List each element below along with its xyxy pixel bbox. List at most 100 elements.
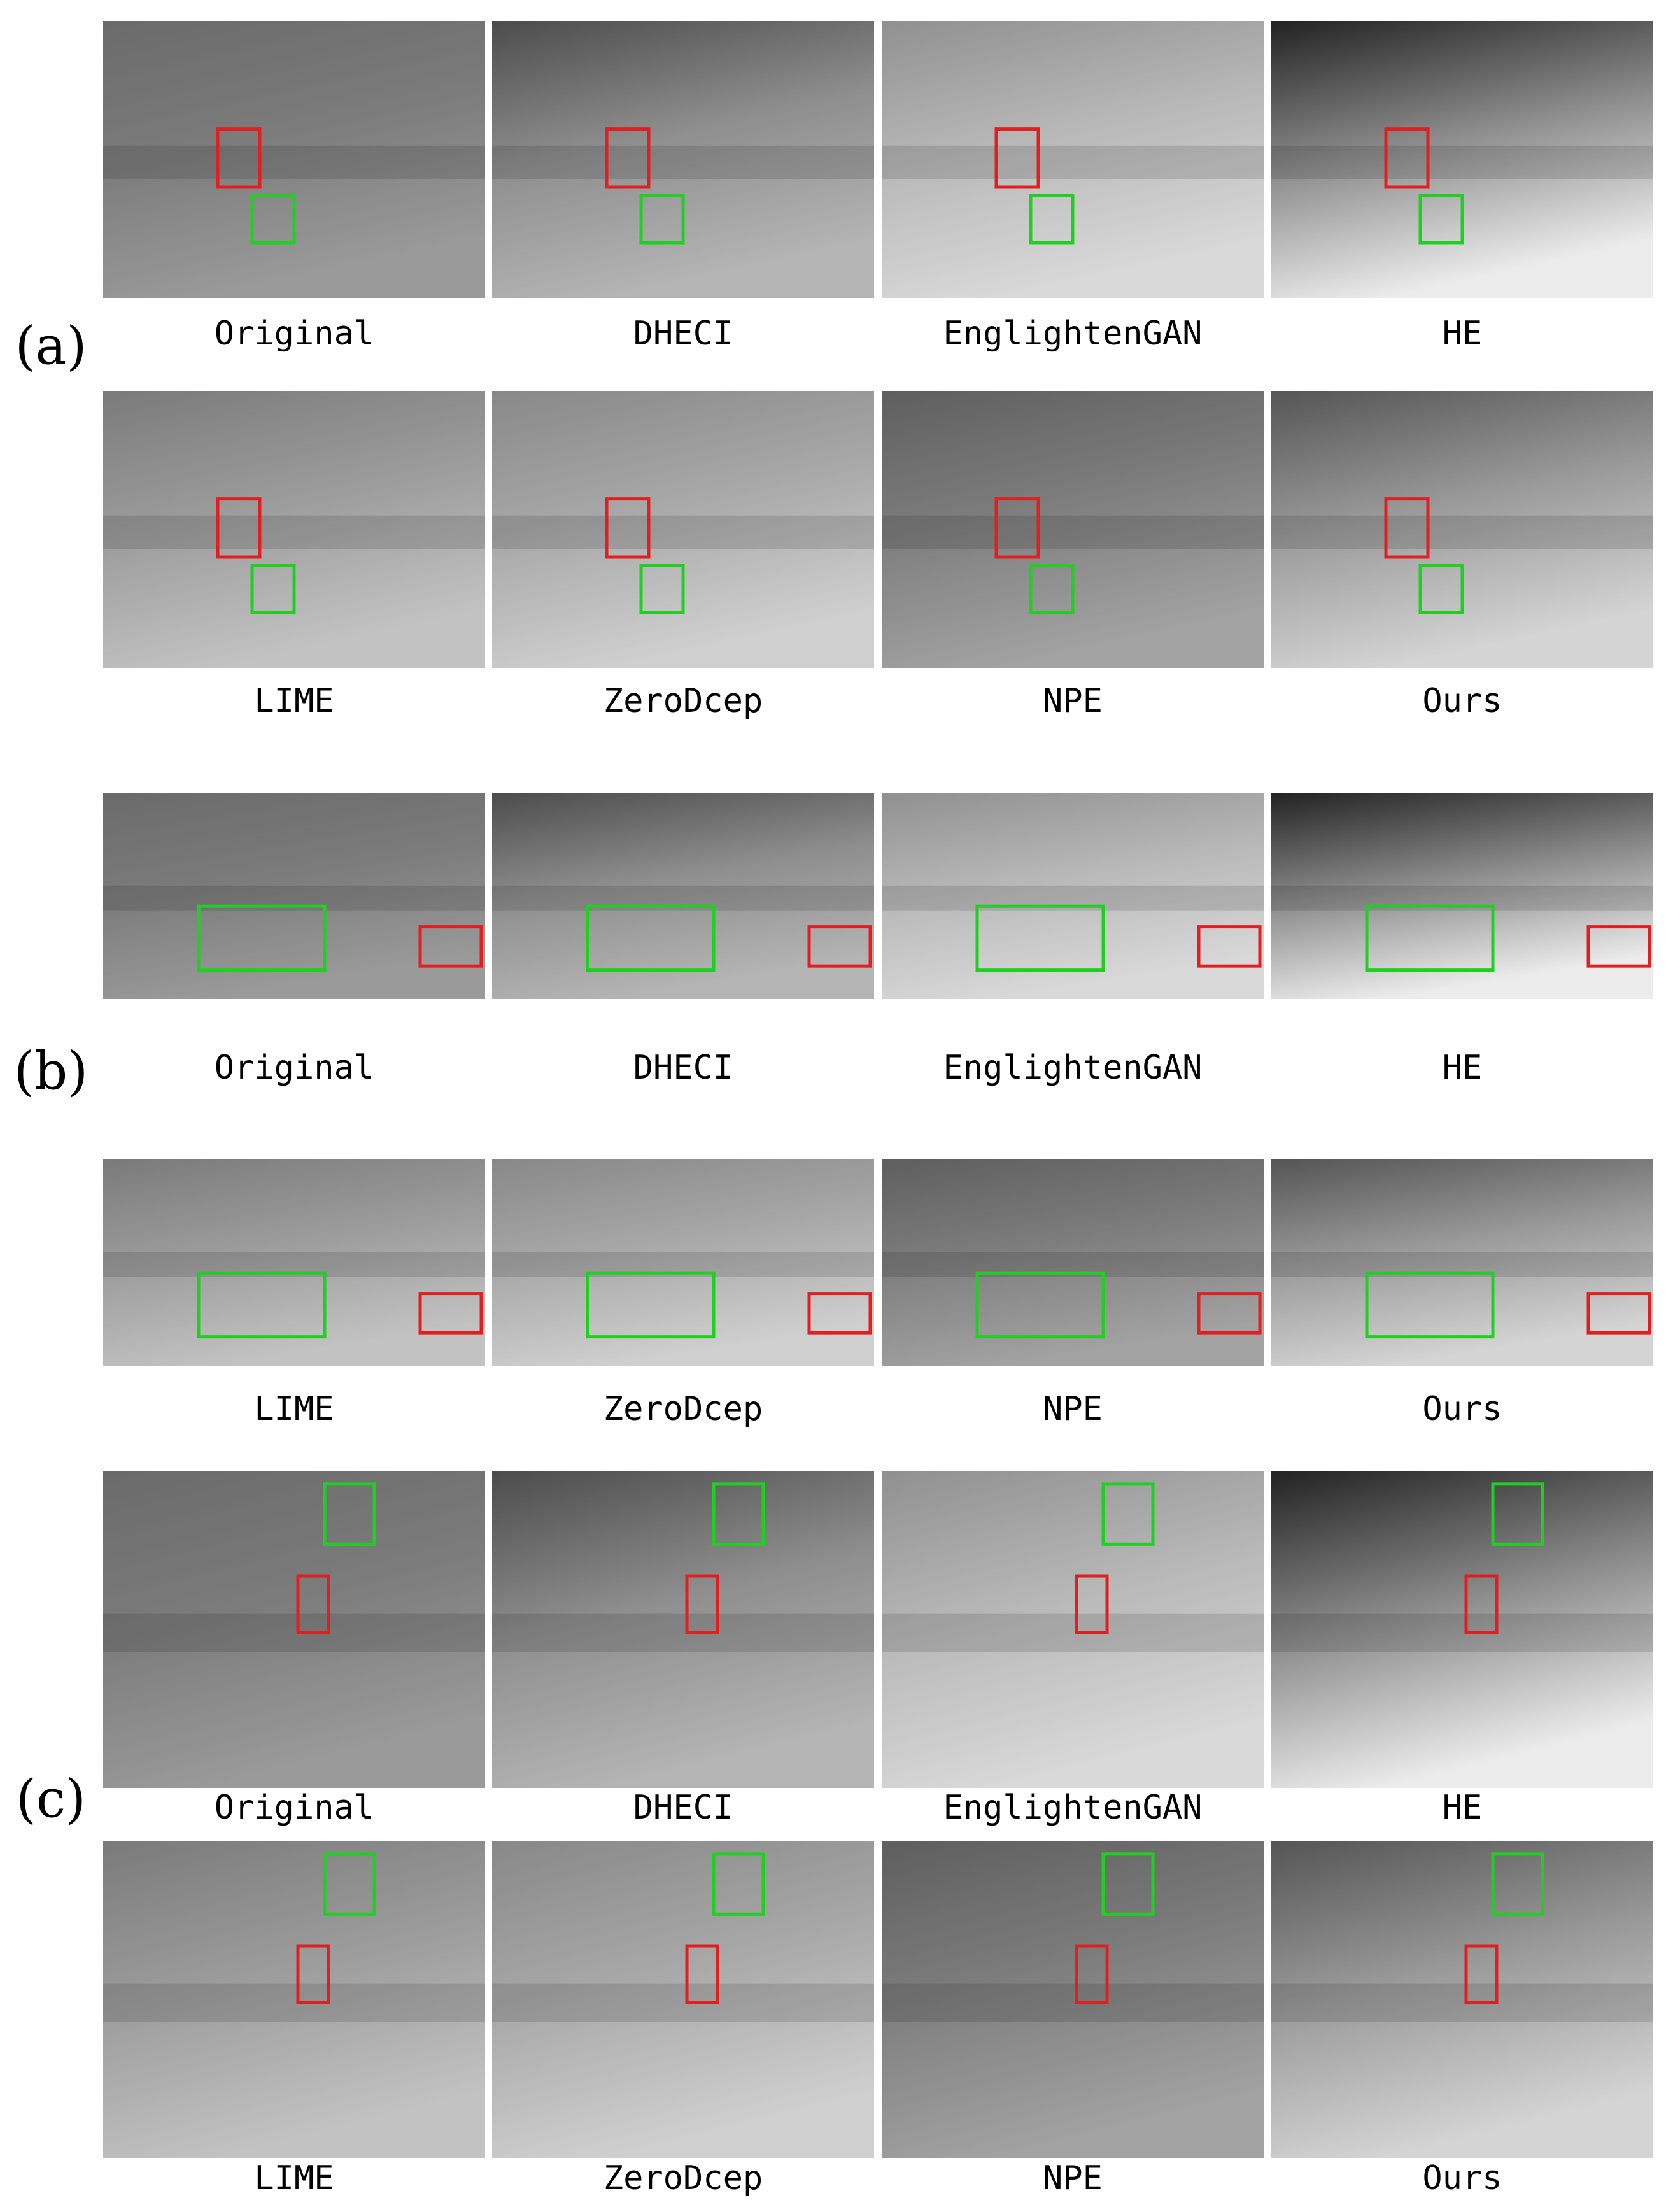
highlight-box <box>1101 1482 1155 1546</box>
image-panel <box>882 1841 1264 2158</box>
highlight-box <box>639 194 685 245</box>
highlight-box <box>1197 1292 1262 1335</box>
panel-caption: DHECI <box>633 1789 733 1827</box>
highlight-box <box>1101 1852 1155 1916</box>
highlight-box <box>586 904 716 972</box>
image-panel <box>1271 21 1653 298</box>
highlight-box <box>712 1852 765 1916</box>
highlight-box <box>1384 497 1430 559</box>
image-panel <box>882 21 1264 298</box>
panel-caption: HE <box>1443 1789 1483 1827</box>
image-panel <box>492 21 874 298</box>
highlight-box <box>197 1271 327 1339</box>
panel-caption: ZeroDcep <box>604 2159 763 2197</box>
panel-caption: HE <box>1443 1049 1483 1087</box>
highlight-box <box>250 194 296 245</box>
panel-caption: HE <box>1443 315 1483 353</box>
panel-caption: NPE <box>1043 2159 1103 2197</box>
panel-caption: Ours <box>1422 1390 1502 1428</box>
highlight-box <box>605 127 651 189</box>
panel-caption: EnglightenGAN <box>943 315 1203 353</box>
image-panel <box>103 1841 485 2158</box>
highlight-box <box>712 1482 765 1546</box>
highlight-box <box>1418 194 1464 245</box>
highlight-box <box>1075 1574 1109 1634</box>
highlight-box <box>250 564 296 614</box>
panel-caption: Original <box>215 315 374 353</box>
image-panel <box>882 391 1264 668</box>
highlight-box <box>1029 194 1075 245</box>
highlight-box <box>323 1482 376 1546</box>
image-texture <box>103 1613 485 1652</box>
panel-caption: ZeroDcep <box>604 682 763 720</box>
highlight-box <box>605 497 651 559</box>
image-panel <box>103 1471 485 1788</box>
highlight-box <box>296 1574 330 1634</box>
image-panel <box>492 1841 874 2158</box>
highlight-box <box>1491 1482 1544 1546</box>
highlight-box <box>418 1292 483 1335</box>
highlight-box <box>1491 1852 1544 1916</box>
group-label: (b) <box>14 1042 88 1102</box>
highlight-box <box>685 1574 719 1634</box>
highlight-box <box>323 1852 376 1916</box>
highlight-box <box>216 127 262 189</box>
image-texture <box>1271 1613 1653 1652</box>
highlight-box <box>975 904 1105 972</box>
highlight-box <box>1464 1944 1499 2004</box>
image-panel <box>882 1471 1264 1788</box>
highlight-box <box>296 1944 330 2004</box>
image-texture <box>882 1613 1264 1652</box>
panel-caption: ZeroDcep <box>604 1390 763 1428</box>
highlight-box <box>994 127 1040 189</box>
image-texture <box>1271 1983 1653 2022</box>
panel-caption: Original <box>215 1789 374 1827</box>
highlight-box <box>418 925 483 968</box>
group-label: (a) <box>15 316 87 377</box>
image-texture <box>882 515 1264 549</box>
highlight-box <box>1418 564 1464 614</box>
image-texture <box>882 145 1264 179</box>
highlight-box <box>975 1271 1105 1339</box>
image-panel <box>1271 1841 1653 2158</box>
image-texture <box>882 1983 1264 2022</box>
panel-caption: NPE <box>1043 682 1103 720</box>
image-texture <box>103 515 485 549</box>
highlight-box <box>1384 127 1430 189</box>
panel-caption: LIME <box>254 682 334 720</box>
image-texture <box>492 1983 874 2022</box>
highlight-box <box>1029 564 1075 614</box>
panel-caption: EnglightenGAN <box>943 1789 1203 1827</box>
highlight-box <box>1586 925 1651 968</box>
panel-caption: Ours <box>1422 682 1502 720</box>
panel-caption: Original <box>215 1049 374 1087</box>
image-panel <box>492 391 874 668</box>
image-panel <box>1271 391 1653 668</box>
image-panel <box>103 391 485 668</box>
highlight-box <box>807 925 872 968</box>
panel-caption: NPE <box>1043 1390 1103 1428</box>
panel-caption: LIME <box>254 2159 334 2197</box>
image-panel <box>492 1471 874 1788</box>
highlight-box <box>197 904 327 972</box>
highlight-box <box>1197 925 1262 968</box>
highlight-box <box>1464 1574 1499 1634</box>
panel-caption: Ours <box>1422 2159 1502 2197</box>
highlight-box <box>685 1944 719 2004</box>
highlight-box <box>1075 1944 1109 2004</box>
image-texture <box>492 145 874 179</box>
highlight-box <box>994 497 1040 559</box>
panel-caption: DHECI <box>633 1049 733 1087</box>
image-texture <box>1271 515 1653 549</box>
panel-caption: DHECI <box>633 315 733 353</box>
image-texture <box>492 515 874 549</box>
highlight-box <box>1365 904 1495 972</box>
image-panel <box>1271 1471 1653 1788</box>
image-panel <box>103 21 485 298</box>
image-texture <box>103 1983 485 2022</box>
image-texture <box>1271 145 1653 179</box>
highlight-box <box>216 497 262 559</box>
group-label: (c) <box>16 1769 86 1830</box>
